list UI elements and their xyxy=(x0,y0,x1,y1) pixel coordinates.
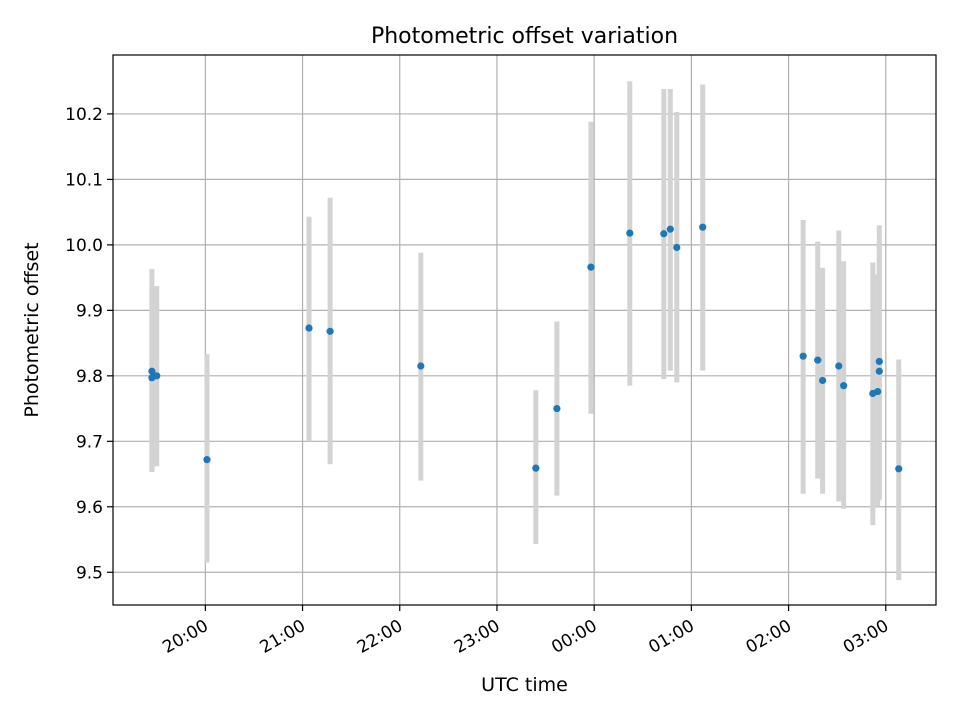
y-tick-label: 9.5 xyxy=(76,563,103,583)
data-point xyxy=(203,456,211,464)
data-point xyxy=(305,324,313,332)
x-axis-label: UTC time xyxy=(481,674,568,696)
y-axis-ticks: 9.5 9.6 9.7 9.8 9.9 10.0 10.1 10.2 xyxy=(65,105,113,583)
y-tick-label: 10.2 xyxy=(65,105,103,125)
data-point xyxy=(626,229,634,237)
data-point xyxy=(818,376,827,385)
y-tick-label: 9.8 xyxy=(76,367,103,387)
data-point xyxy=(840,382,848,390)
data-point xyxy=(326,327,334,335)
y-tick-label: 10.0 xyxy=(65,236,103,256)
data-point xyxy=(875,367,883,375)
data-point xyxy=(874,387,882,396)
y-axis-label: Photometric offset xyxy=(21,242,43,417)
y-tick-label: 9.7 xyxy=(76,432,103,452)
data-point xyxy=(532,464,540,472)
data-point xyxy=(587,263,595,271)
data-point xyxy=(875,357,883,366)
data-point xyxy=(699,223,707,231)
data-point xyxy=(417,362,425,370)
data-point xyxy=(835,362,843,370)
data-point xyxy=(666,225,674,233)
plot-frame xyxy=(112,54,937,606)
data-point xyxy=(148,367,156,375)
y-tick-label: 9.6 xyxy=(76,498,103,518)
y-tick-label: 10.1 xyxy=(65,170,103,190)
grid-lines xyxy=(113,55,936,605)
data-point xyxy=(814,356,822,364)
data-point xyxy=(153,372,161,380)
chart-title: Photometric offset variation xyxy=(371,24,678,49)
data-point xyxy=(799,352,807,360)
data-point xyxy=(673,243,681,252)
data-points xyxy=(148,223,903,473)
y-tick-label: 9.9 xyxy=(76,301,103,321)
data-point xyxy=(553,404,561,413)
data-point xyxy=(660,230,668,238)
data-point xyxy=(895,465,903,473)
